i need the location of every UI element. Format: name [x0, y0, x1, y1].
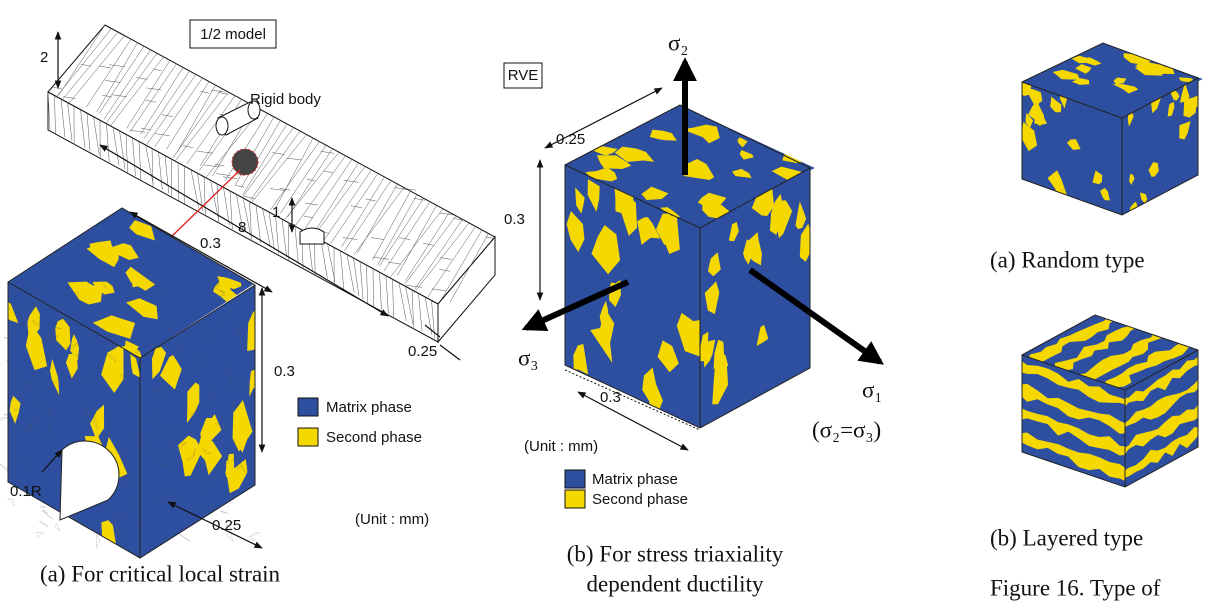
figure: 1/2 model 2 Rigid body 8 1 0.25 0.3 0.3 … [0, 0, 1226, 601]
length-label: 8 [238, 219, 246, 236]
sigma-label: σ₃ [518, 345, 538, 370]
radius-label: 0.1R [10, 483, 42, 500]
condition-label: (σ₂=σ₃) [812, 417, 881, 442]
cube-depth-label: 0.25 [212, 517, 241, 534]
mesh-line [220, 511, 228, 513]
mesh-line [40, 505, 45, 507]
cube [1016, 40, 1208, 223]
height-label: 2 [40, 49, 48, 66]
legend-swatch [565, 470, 585, 488]
model-label: RVE [508, 67, 539, 84]
depth-label: 0.3 [600, 389, 621, 406]
cube [1017, 313, 1202, 489]
legend-label: Matrix phase [592, 471, 678, 488]
figure-caption: Figure 16. Type of [990, 575, 1161, 600]
notch-label: 1 [272, 204, 280, 221]
caption: (a) For critical local strain [40, 561, 281, 586]
mesh-line [39, 521, 48, 527]
width-label: 0.25 [556, 131, 585, 148]
mesh-line [251, 538, 255, 540]
legend-swatch [298, 398, 318, 416]
mesh-line [249, 532, 260, 537]
mesh-line [55, 524, 61, 531]
unit-label: (Unit : mm) [355, 511, 429, 528]
legend-label: Second phase [592, 491, 688, 508]
unit-label: (Unit : mm) [524, 438, 598, 455]
caption: dependent ductility [587, 571, 764, 596]
legend-swatch [298, 428, 318, 446]
legend-label: Second phase [326, 429, 422, 446]
mesh-line [36, 533, 43, 537]
caption: (a) Random type [990, 247, 1145, 272]
rigid-body-label: Rigid body [250, 91, 321, 108]
caption: (b) Layered type [990, 525, 1143, 550]
beam-width-label: 0.25 [408, 343, 437, 360]
sigma-label: σ₁ [862, 377, 882, 402]
height-label: 0.3 [504, 211, 525, 228]
cube-height-label: 0.3 [274, 363, 295, 380]
mesh-line [0, 417, 8, 420]
legend-label: Matrix phase [326, 399, 412, 416]
mesh-line [42, 510, 53, 519]
cube-width-label: 0.3 [200, 235, 221, 252]
legend-swatch [565, 490, 585, 508]
mesh-line [0, 464, 8, 472]
mesh-line [179, 534, 191, 542]
sigma-label: σ₂ [668, 30, 688, 55]
caption: (b) For stress triaxiality [567, 541, 784, 566]
model-label: 1/2 model [200, 26, 266, 43]
mesh-line [96, 535, 100, 548]
